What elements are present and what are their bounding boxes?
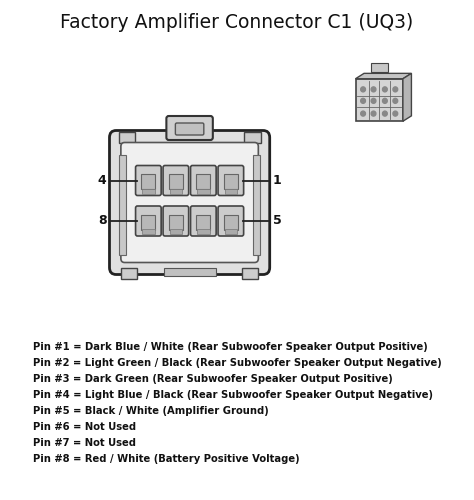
- FancyBboxPatch shape: [109, 130, 270, 274]
- Polygon shape: [356, 74, 411, 78]
- Text: Pin #8 = Red / White (Battery Positive Voltage): Pin #8 = Red / White (Battery Positive V…: [33, 454, 300, 464]
- FancyBboxPatch shape: [166, 116, 213, 140]
- Text: Pin #2 = Light Green / Black (Rear Subwoofer Speaker Output Negative): Pin #2 = Light Green / Black (Rear Subwo…: [33, 358, 442, 368]
- Bar: [118, 132, 135, 142]
- FancyBboxPatch shape: [163, 166, 189, 196]
- Circle shape: [393, 87, 398, 92]
- Bar: [170, 188, 182, 194]
- FancyBboxPatch shape: [218, 166, 244, 196]
- Circle shape: [393, 98, 398, 103]
- FancyBboxPatch shape: [191, 206, 216, 236]
- Bar: [121, 268, 137, 278]
- Text: 8: 8: [98, 214, 107, 228]
- Text: Pin #5 = Black / White (Amplifier Ground): Pin #5 = Black / White (Amplifier Ground…: [33, 406, 269, 416]
- Circle shape: [393, 111, 398, 116]
- Bar: [224, 174, 238, 189]
- Bar: [224, 214, 238, 230]
- Bar: [169, 214, 183, 230]
- Bar: [197, 229, 210, 234]
- Text: 1: 1: [273, 174, 281, 187]
- Circle shape: [361, 98, 365, 103]
- Text: Factory Amplifier Connector C1 (UQ3): Factory Amplifier Connector C1 (UQ3): [60, 12, 414, 32]
- Bar: [196, 174, 210, 189]
- FancyBboxPatch shape: [175, 123, 204, 135]
- Text: Pin #6 = Not Used: Pin #6 = Not Used: [33, 422, 137, 432]
- Bar: [142, 188, 155, 194]
- Bar: [244, 132, 261, 142]
- Bar: [225, 188, 237, 194]
- Bar: [225, 229, 237, 234]
- Bar: [253, 155, 260, 255]
- Polygon shape: [403, 74, 411, 121]
- Bar: [371, 63, 388, 72]
- Circle shape: [383, 87, 387, 92]
- Bar: [141, 174, 155, 189]
- FancyBboxPatch shape: [218, 206, 244, 236]
- Circle shape: [383, 111, 387, 116]
- Bar: [197, 188, 210, 194]
- Circle shape: [371, 98, 376, 103]
- FancyBboxPatch shape: [136, 206, 161, 236]
- Circle shape: [383, 98, 387, 103]
- Text: Pin #1 = Dark Blue / White (Rear Subwoofer Speaker Output Positive): Pin #1 = Dark Blue / White (Rear Subwoof…: [33, 342, 428, 352]
- Circle shape: [361, 111, 365, 116]
- Text: Pin #4 = Light Blue / Black (Rear Subwoofer Speaker Output Negative): Pin #4 = Light Blue / Black (Rear Subwoo…: [33, 390, 433, 400]
- FancyBboxPatch shape: [136, 166, 161, 196]
- Bar: [196, 214, 210, 230]
- FancyBboxPatch shape: [163, 206, 189, 236]
- Text: Pin #3 = Dark Green (Rear Subwoofer Speaker Output Positive): Pin #3 = Dark Green (Rear Subwoofer Spea…: [33, 374, 393, 384]
- Bar: [356, 78, 403, 121]
- FancyBboxPatch shape: [191, 166, 216, 196]
- Circle shape: [371, 87, 376, 92]
- Bar: [164, 268, 216, 276]
- Bar: [141, 214, 155, 230]
- Text: Pin #7 = Not Used: Pin #7 = Not Used: [33, 438, 136, 448]
- Circle shape: [361, 87, 365, 92]
- Bar: [169, 174, 183, 189]
- Text: 5: 5: [273, 214, 281, 228]
- Bar: [118, 155, 126, 255]
- Circle shape: [371, 111, 376, 116]
- Text: 4: 4: [98, 174, 107, 187]
- Bar: [242, 268, 258, 278]
- Bar: [142, 229, 155, 234]
- FancyBboxPatch shape: [121, 142, 258, 262]
- Bar: [170, 229, 182, 234]
